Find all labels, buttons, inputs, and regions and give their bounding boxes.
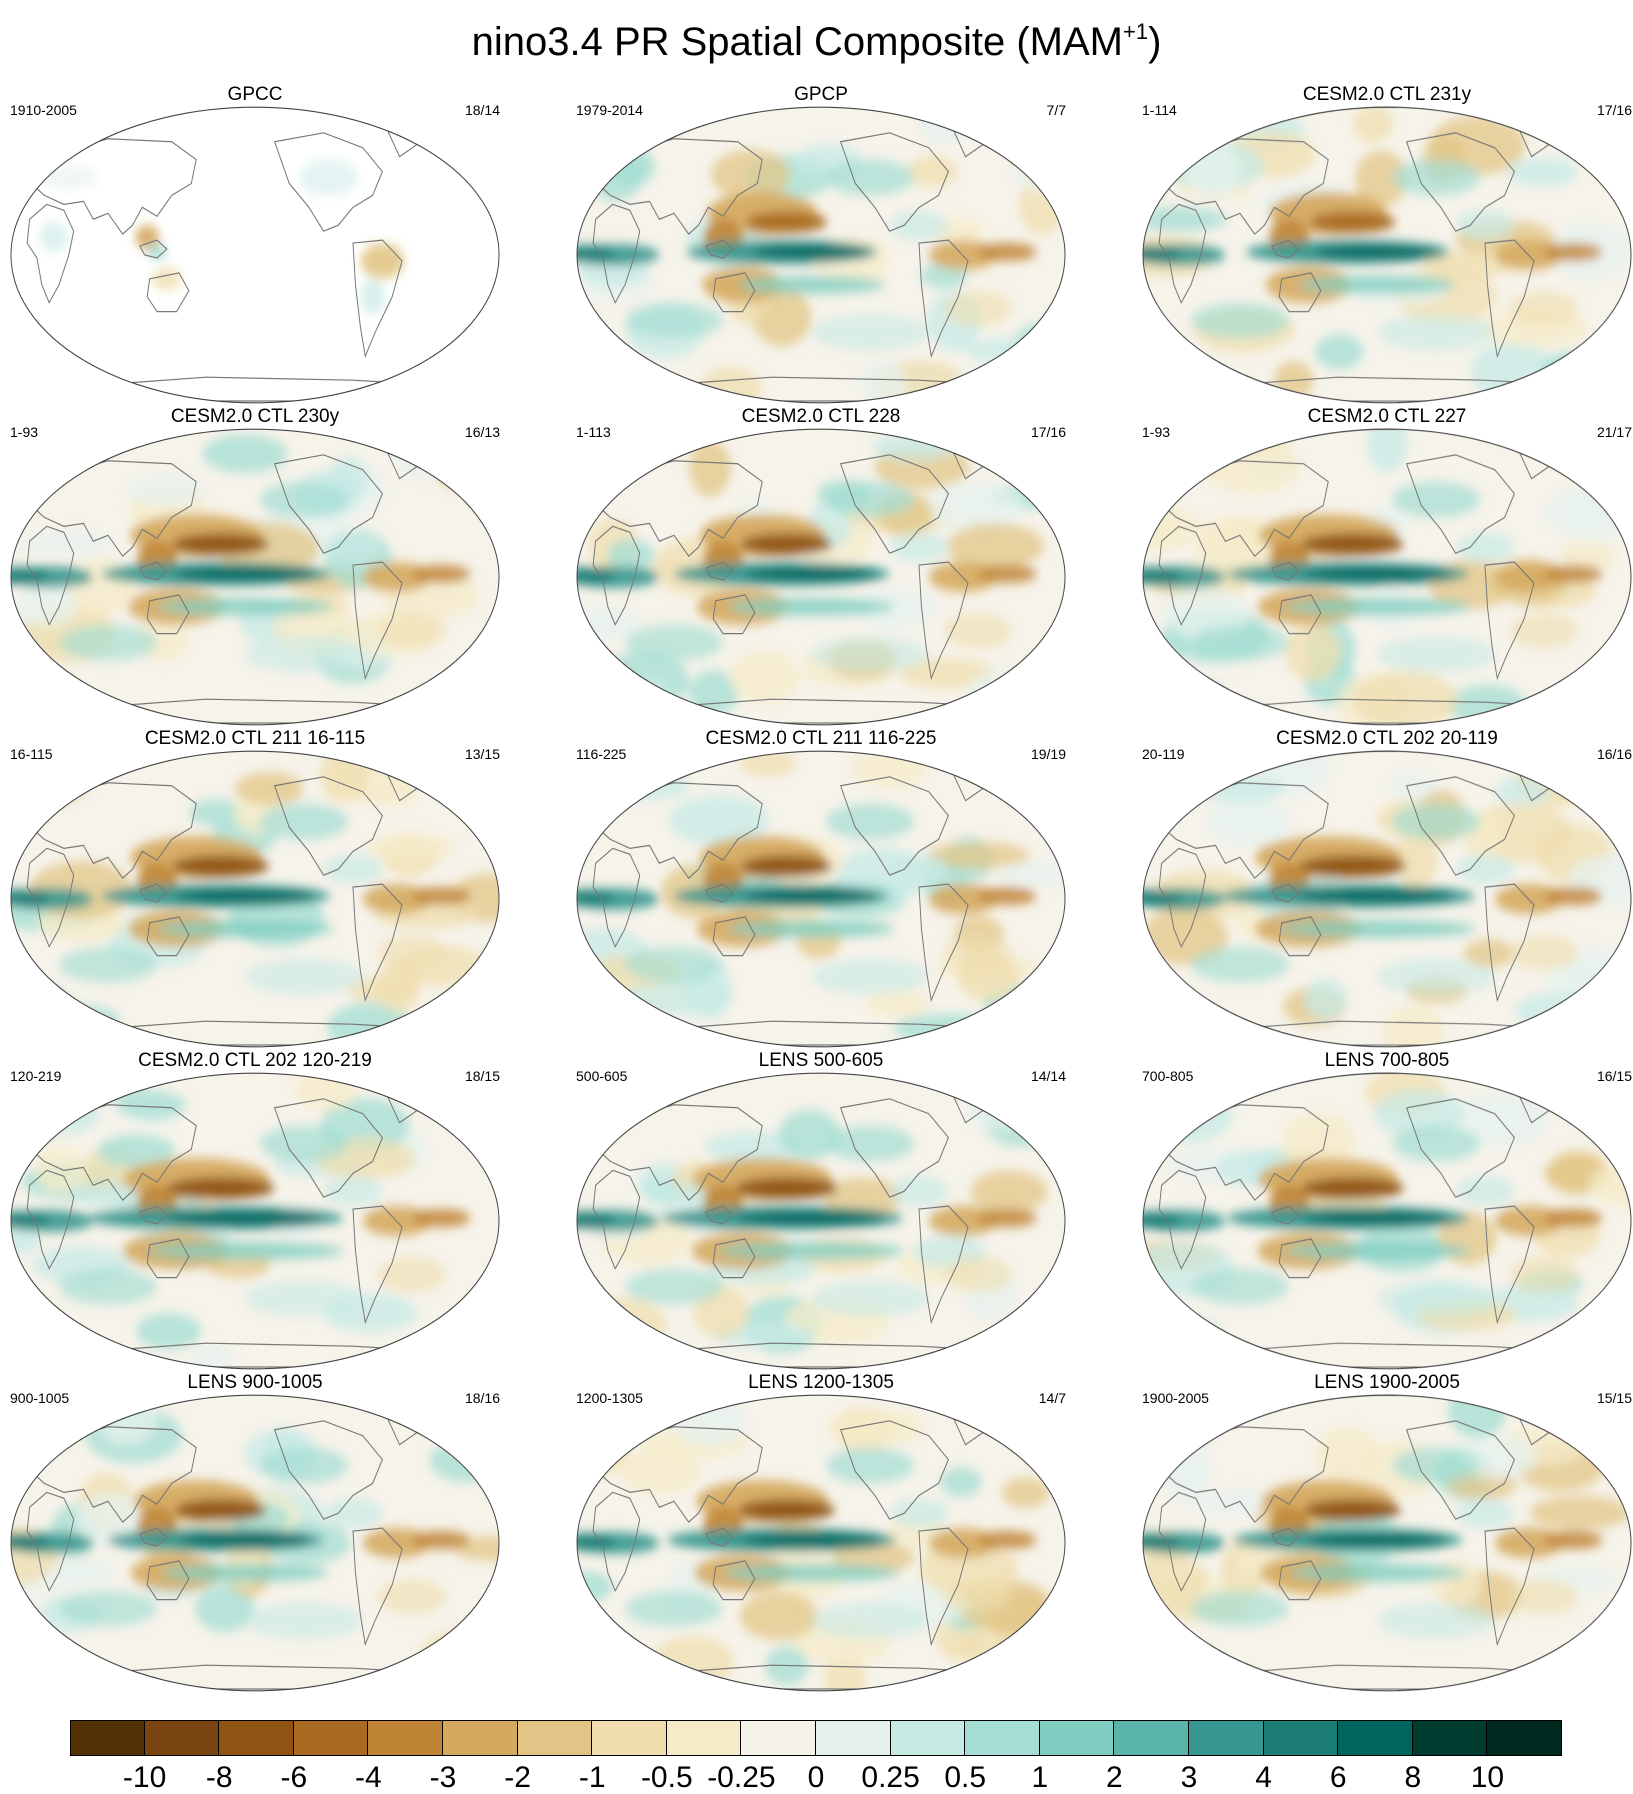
colorbar-swatch (891, 1720, 966, 1756)
colorbar-tick-label: 0.25 (861, 1762, 919, 1794)
colorbar-swatch (1114, 1720, 1189, 1756)
colorbar-tick-label: -2 (504, 1762, 531, 1794)
map-projection (1142, 428, 1632, 726)
panel-title: LENS 500-605 (576, 1050, 1066, 1072)
colorbar-tick-label: 0 (808, 1762, 825, 1794)
colorbar-swatch (1487, 1720, 1562, 1756)
map-panel: LENS 1200-1305 1200-1305 14/7 (576, 1372, 1066, 1692)
colorbar-tick-label: 3 (1181, 1762, 1198, 1794)
panel-title: CESM2.0 CTL 228 (576, 406, 1066, 428)
figure-title: nino3.4 PR Spatial Composite (MAM+1) (0, 8, 1633, 66)
map-panel: LENS 700-805 700-805 16/15 (1142, 1050, 1632, 1370)
colorbar-tick-label: 8 (1404, 1762, 1421, 1794)
map-projection (576, 106, 1066, 404)
colorbar-swatch (816, 1720, 891, 1756)
colorbar-tick-label: 10 (1471, 1762, 1504, 1794)
colorbar-tick-label: -0.25 (707, 1762, 775, 1794)
panel-title: GPCC (10, 84, 500, 106)
map-panel: CESM2.0 CTL 228 1-113 17/16 (576, 406, 1066, 726)
colorbar-tick-label: 4 (1255, 1762, 1272, 1794)
panel-title: LENS 700-805 (1142, 1050, 1632, 1072)
colorbar-tick-label: -3 (430, 1762, 457, 1794)
colorbar-tick-label: 6 (1330, 1762, 1347, 1794)
map-projection (576, 1394, 1066, 1692)
map-projection (1142, 1072, 1632, 1370)
map-panel: CESM2.0 CTL 230y 1-93 16/13 (10, 406, 500, 726)
colorbar-swatch (294, 1720, 369, 1756)
map-projection (576, 428, 1066, 726)
map-panel: CESM2.0 CTL 231y 1-114 17/16 (1142, 84, 1632, 404)
map-panel: CESM2.0 CTL 202 20-119 20-119 16/16 (1142, 728, 1632, 1048)
map-panel: CESM2.0 CTL 202 120-219 120-219 18/15 (10, 1050, 500, 1370)
map-panel: LENS 900-1005 900-1005 18/16 (10, 1372, 500, 1692)
colorbar (70, 1720, 1562, 1756)
colorbar-swatch (1264, 1720, 1339, 1756)
map-panel: CESM2.0 CTL 211 116-225 116-225 19/19 (576, 728, 1066, 1048)
panel-title: GPCP (576, 84, 1066, 106)
map-projection (10, 1072, 500, 1370)
map-projection (1142, 750, 1632, 1048)
panel-title: CESM2.0 CTL 230y (10, 406, 500, 428)
panel-title: CESM2.0 CTL 211 116-225 (576, 728, 1066, 750)
colorbar-tick-label: 0.5 (944, 1762, 986, 1794)
map-panel: LENS 1900-2005 1900-2005 15/15 (1142, 1372, 1632, 1692)
map-projection (1142, 106, 1632, 404)
map-panel: GPCC 1910-2005 18/14 (10, 84, 500, 404)
map-projection (1142, 1394, 1632, 1692)
panel-title: CESM2.0 CTL 202 120-219 (10, 1050, 500, 1072)
colorbar-swatch (145, 1720, 220, 1756)
map-projection (10, 106, 500, 404)
colorbar-swatch (368, 1720, 443, 1756)
map-panel: CESM2.0 CTL 211 16-115 16-115 13/15 (10, 728, 500, 1048)
map-projection (576, 1072, 1066, 1370)
colorbar-swatch (1040, 1720, 1115, 1756)
colorbar-swatch (219, 1720, 294, 1756)
colorbar-tick-label: -8 (206, 1762, 233, 1794)
panel-title: LENS 900-1005 (10, 1372, 500, 1394)
panel-title: CESM2.0 CTL 227 (1142, 406, 1632, 428)
colorbar-tick-label: -4 (355, 1762, 382, 1794)
colorbar-tick-label: 2 (1106, 1762, 1123, 1794)
colorbar-tick-label: -1 (579, 1762, 606, 1794)
title-superscript: +1 (1123, 19, 1148, 44)
map-projection (10, 1394, 500, 1692)
colorbar-swatch (592, 1720, 667, 1756)
colorbar-swatch (1338, 1720, 1413, 1756)
map-panel: GPCP 1979-2014 7/7 (576, 84, 1066, 404)
colorbar-swatch (443, 1720, 518, 1756)
colorbar-swatch (741, 1720, 816, 1756)
colorbar-tick-label: -0.5 (641, 1762, 693, 1794)
map-projection (576, 750, 1066, 1048)
panel-title: CESM2.0 CTL 211 16-115 (10, 728, 500, 750)
colorbar-tick-label: -6 (280, 1762, 307, 1794)
colorbar-swatch (70, 1720, 145, 1756)
colorbar-tick-label: -10 (123, 1762, 166, 1794)
colorbar-tick-label: 1 (1031, 1762, 1048, 1794)
colorbar-swatch (1189, 1720, 1264, 1756)
colorbar-swatch (667, 1720, 742, 1756)
map-panel: LENS 500-605 500-605 14/14 (576, 1050, 1066, 1370)
map-projection (10, 750, 500, 1048)
panel-title: LENS 1200-1305 (576, 1372, 1066, 1394)
panel-title: CESM2.0 CTL 231y (1142, 84, 1632, 106)
map-projection (10, 428, 500, 726)
map-panel: CESM2.0 CTL 227 1-93 21/17 (1142, 406, 1632, 726)
panel-title: LENS 1900-2005 (1142, 1372, 1632, 1394)
colorbar-swatch (965, 1720, 1040, 1756)
colorbar-swatch (518, 1720, 593, 1756)
colorbar-swatch (1413, 1720, 1488, 1756)
panel-title: CESM2.0 CTL 202 20-119 (1142, 728, 1632, 750)
